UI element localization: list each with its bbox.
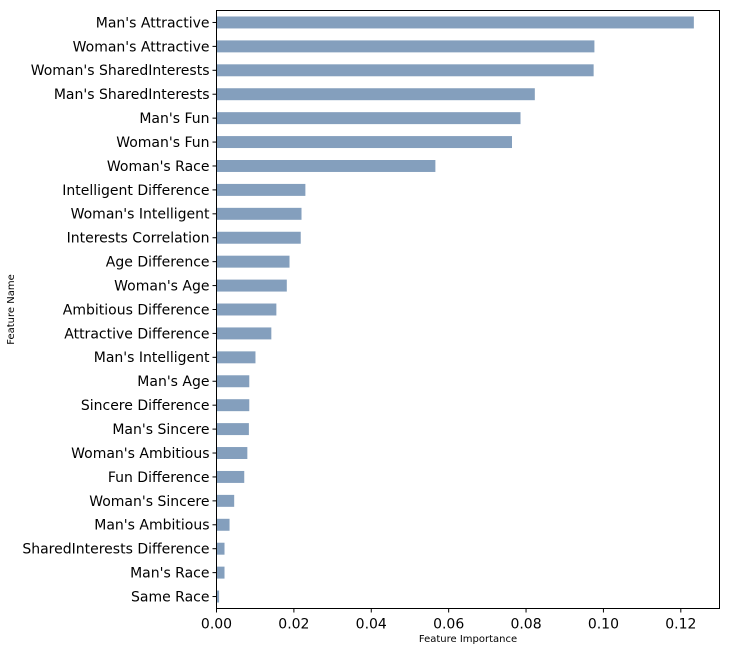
bar-22: [216, 542, 225, 555]
bar-12: [216, 303, 277, 316]
category-labels: Man's Attractive Woman's Attractive Woman'…: [22, 15, 217, 605]
bar-10: [216, 255, 290, 268]
category-label-18: Woman's Ambitious: [71, 446, 209, 462]
category-label-17: Man's Sincere: [112, 422, 209, 438]
bar-20: [216, 494, 235, 507]
bar-4: [216, 112, 521, 125]
bar-11: [216, 279, 287, 292]
x-tick-label-5: 0.10: [588, 617, 619, 633]
category-label-15: Man's Age: [137, 374, 209, 390]
category-label-0: Man's Attractive: [96, 15, 210, 31]
bars-group: [216, 16, 694, 603]
category-label-7: Intelligent Difference: [62, 183, 209, 199]
category-label-4: Man's Fun: [139, 111, 209, 127]
bar-9: [216, 231, 301, 244]
category-label-14: Man's Intelligent: [94, 350, 210, 366]
category-label-21: Man's Ambitious: [94, 518, 209, 534]
x-tick-label-4: 0.08: [510, 617, 541, 633]
bar-14: [216, 351, 256, 364]
category-label-8: Woman's Intelligent: [71, 207, 210, 223]
bar-15: [216, 375, 250, 388]
bar-24: [216, 590, 220, 603]
category-label-11: Woman's Age: [114, 278, 209, 294]
x-tick-label-3: 0.06: [433, 617, 464, 633]
bar-6: [216, 160, 436, 172]
category-label-1: Woman's Attractive: [73, 39, 210, 55]
category-label-10: Age Difference: [106, 255, 210, 271]
x-tick-label-1: 0.02: [278, 617, 309, 633]
bar-7: [216, 183, 306, 196]
category-label-19: Fun Difference: [108, 470, 210, 486]
category-label-20: Woman's Sincere: [89, 494, 209, 510]
category-label-16: Sincere Difference: [81, 398, 210, 414]
bar-16: [216, 399, 250, 412]
bar-0: [216, 16, 694, 29]
bar-19: [216, 470, 245, 483]
x-tick-label-0: 0.00: [201, 617, 232, 633]
category-label-3: Man's SharedInterests: [54, 87, 210, 103]
x-tick-label-6: 0.12: [665, 617, 696, 633]
category-label-13: Attractive Difference: [64, 326, 209, 342]
category-label-22: SharedInterests Difference: [22, 542, 209, 558]
bar-5: [216, 136, 512, 149]
plot-frame: [216, 10, 720, 609]
category-label-9: Interests Correlation: [67, 231, 210, 247]
y-axis-title: Feature Name: [6, 274, 17, 344]
bar-21: [216, 518, 230, 531]
bar-23: [216, 566, 225, 579]
x-ticks: 0.00 0.02 0.04 0.06 0.08 0.10 0.12: [201, 608, 696, 633]
bar-18: [216, 447, 248, 459]
category-label-12: Ambitious Difference: [63, 302, 210, 318]
category-label-24: Same Race: [131, 589, 209, 605]
category-label-23: Man's Race: [130, 566, 209, 582]
bar-8: [216, 207, 302, 220]
x-axis-title: Feature Importance: [419, 634, 517, 645]
bar-3: [216, 88, 535, 101]
bar-13: [216, 327, 272, 340]
category-label-6: Woman's Race: [107, 159, 210, 175]
category-label-2: Woman's SharedInterests: [31, 63, 210, 79]
category-label-5: Woman's Fun: [116, 135, 209, 151]
bar-1: [216, 40, 595, 53]
x-tick-label-2: 0.04: [356, 617, 387, 633]
bar-2: [216, 64, 594, 77]
bar-17: [216, 423, 249, 436]
